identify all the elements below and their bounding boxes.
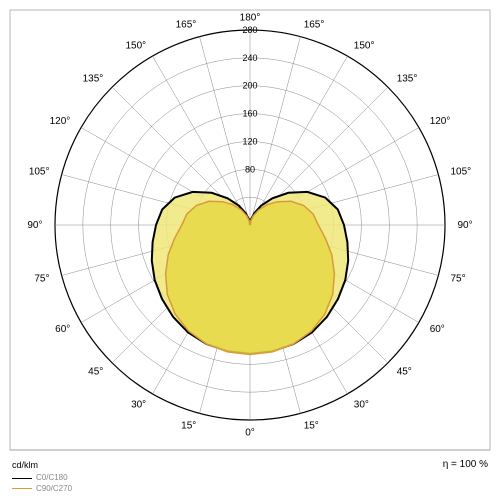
svg-text:120: 120 <box>242 136 257 146</box>
svg-text:60°: 60° <box>430 324 445 335</box>
unit-label: cd/klm <box>12 460 38 470</box>
svg-text:165°: 165° <box>304 20 325 31</box>
svg-text:90°: 90° <box>27 220 42 231</box>
legend-item-c0: C0/C180 <box>12 473 72 483</box>
svg-text:30°: 30° <box>354 400 369 411</box>
legend-label: C0/C180 <box>36 473 68 482</box>
legend-item-c90: C90/C270 <box>12 484 72 494</box>
svg-text:150°: 150° <box>354 40 375 51</box>
svg-text:15°: 15° <box>304 421 319 432</box>
svg-text:120°: 120° <box>50 116 71 127</box>
svg-text:105°: 105° <box>451 166 472 177</box>
svg-text:135°: 135° <box>83 73 104 84</box>
svg-text:75°: 75° <box>34 274 49 285</box>
polar-chart-container: 80 120 160 200 240 280 0° 15° 30° 45° 60° 75° 90° 105… <box>0 0 500 500</box>
svg-text:160: 160 <box>242 109 257 119</box>
svg-text:80: 80 <box>245 164 255 174</box>
svg-text:105°: 105° <box>29 166 50 177</box>
svg-text:15°: 15° <box>181 421 196 432</box>
svg-text:165°: 165° <box>176 20 197 31</box>
svg-text:45°: 45° <box>88 367 103 378</box>
svg-text:120°: 120° <box>430 116 451 127</box>
svg-text:75°: 75° <box>451 274 466 285</box>
svg-text:180°: 180° <box>240 13 261 24</box>
svg-text:240: 240 <box>242 53 257 63</box>
svg-text:60°: 60° <box>55 324 70 335</box>
efficiency-label: η = 100 % <box>443 459 488 470</box>
polar-chart: 80 120 160 200 240 280 0° 15° 30° 45° 60° 75° 90° 105… <box>0 0 500 460</box>
legend: C0/C180 C90/C270 <box>12 473 72 494</box>
svg-text:0°: 0° <box>245 428 255 439</box>
legend-label: C90/C270 <box>36 484 72 493</box>
svg-text:150°: 150° <box>126 40 147 51</box>
svg-text:200: 200 <box>242 81 257 91</box>
svg-text:280: 280 <box>242 25 257 35</box>
svg-text:30°: 30° <box>131 400 146 411</box>
svg-text:45°: 45° <box>397 367 412 378</box>
svg-text:90°: 90° <box>458 220 473 231</box>
svg-text:135°: 135° <box>397 73 418 84</box>
